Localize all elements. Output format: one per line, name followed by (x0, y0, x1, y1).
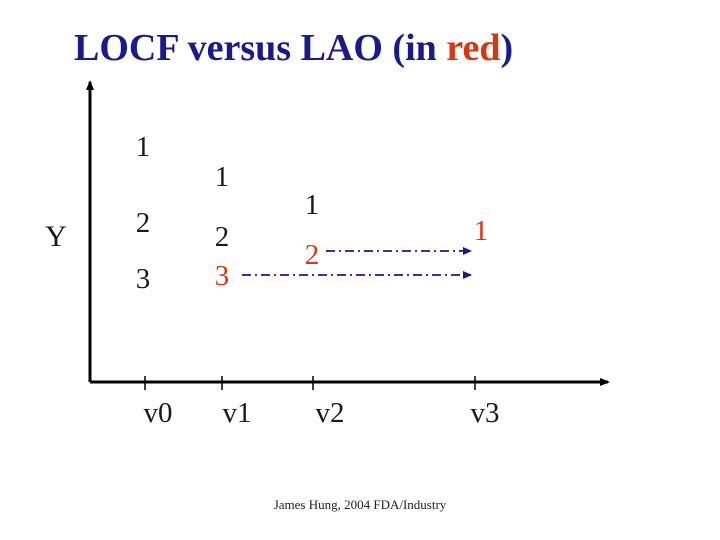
title-suffix: ) (500, 27, 514, 69)
v1-value-1: 1 (215, 161, 230, 193)
v0-value-1: 1 (136, 131, 151, 163)
x-tick-label-v2: v2 (316, 397, 345, 429)
y-axis-label: Y (45, 220, 67, 253)
v1-value-3-lao: 3 (215, 260, 230, 292)
v2-value-2-lao: 2 (305, 239, 320, 271)
credit-footer: James Hung, 2004 FDA/Industry (273, 497, 447, 512)
x-tick-label-v1: v1 (223, 397, 252, 429)
v3-value-1-lao: 1 (474, 215, 489, 247)
v2-value-1: 1 (305, 189, 320, 221)
v1-value-2: 2 (215, 221, 230, 253)
x-tick-label-v0: v0 (144, 397, 173, 429)
title-highlight: red (446, 27, 501, 69)
slide-title: LOCF versus LAO (in red) (74, 26, 513, 70)
v0-value-3: 3 (136, 263, 151, 295)
x-tick-label-v3: v3 (471, 397, 500, 429)
v0-value-2: 2 (136, 207, 151, 239)
title-prefix: LOCF versus LAO (in (74, 27, 447, 69)
